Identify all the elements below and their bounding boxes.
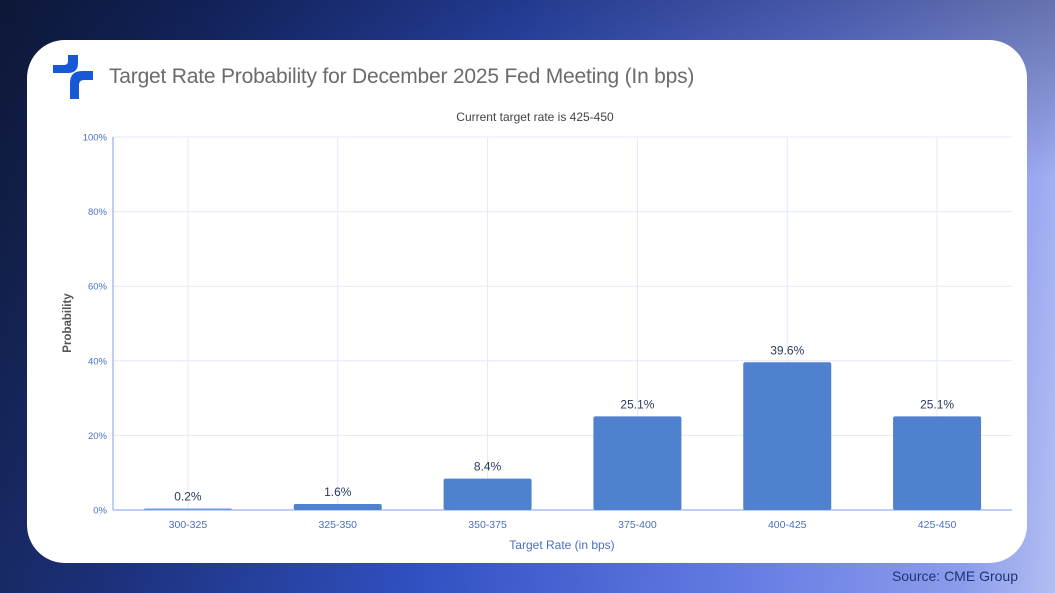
y-axis-label: Probability [62,293,74,353]
chart-subtitle: Current target rate is 425-450 [456,110,614,124]
brand-cross-logo-icon [53,55,93,99]
y-tick-label: 0% [93,506,107,517]
bar-layer [143,362,982,510]
y-tick-label: 80% [88,207,108,218]
bar-375-400 [593,416,682,510]
data-label: 8.4% [474,460,502,474]
x-tick-label: 325-350 [318,519,357,531]
x-tick-label: 425-450 [918,519,957,531]
source-credit: Source: CME Group [891,568,1018,584]
data-label: 25.1% [920,397,954,411]
y-tick-label: 20% [88,431,108,442]
y-tick-label: 40% [88,356,108,367]
x-tick-label: 350-375 [468,519,507,531]
bar-400-425 [743,362,832,510]
y-tick-label: 60% [88,282,108,293]
x-axis-label: Target Rate (in bps) [509,538,614,552]
bar-350-375 [443,478,532,510]
x-tick-label: 300-325 [169,519,208,531]
page-title: Target Rate Probability for December 202… [109,65,695,88]
data-label: 1.6% [324,485,352,499]
chart-card: Target Rate Probability for December 202… [27,40,1027,563]
data-label: 0.2% [174,490,202,504]
data-label: 39.6% [770,343,804,357]
data-label: 25.1% [620,397,654,411]
bar-325-350 [293,504,382,510]
bar-425-450 [893,416,982,510]
grid-layer [112,136,1012,511]
label-layer: 0% 20% 40% 60% 80% 100% 0.2% 300-325 1.6% 325-350… [83,133,957,532]
bar-300-325 [143,508,232,510]
x-tick-label: 375-400 [618,519,657,531]
y-tick-label: 100% [83,133,108,144]
x-tick-label: 400-425 [768,519,807,531]
